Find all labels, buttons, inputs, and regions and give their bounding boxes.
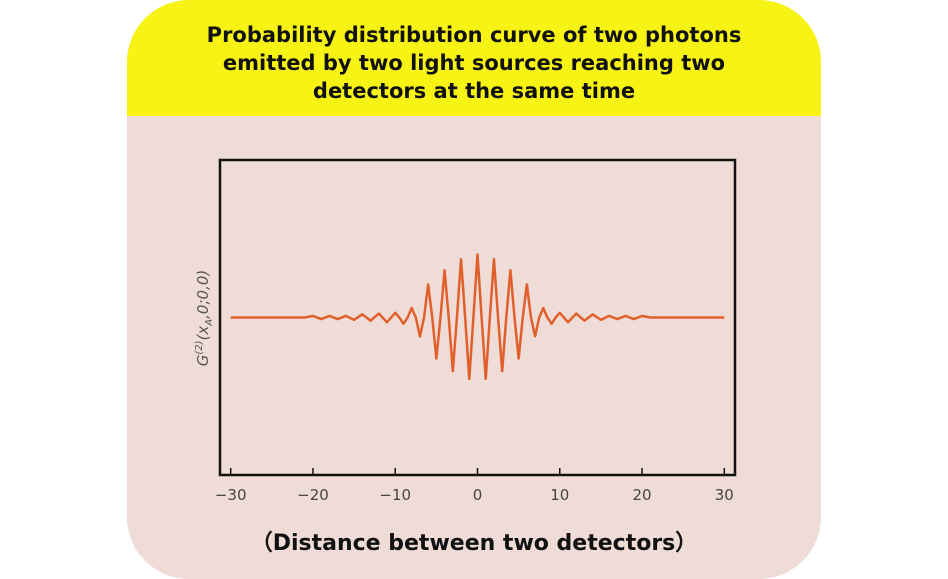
chart-title: Probability distribution curve of two ph… bbox=[207, 23, 742, 103]
x-tick-label: −30 bbox=[215, 486, 247, 504]
x-tick-label: 20 bbox=[632, 486, 651, 504]
y-label-part: (2) bbox=[194, 340, 205, 354]
y-label-part: A bbox=[204, 319, 215, 327]
x-tick-label: 0 bbox=[473, 486, 483, 504]
header-bg bbox=[127, 0, 821, 116]
panel bbox=[127, 0, 821, 579]
y-label-part: ,0;0,0) bbox=[194, 270, 212, 319]
x-tick-label: −10 bbox=[379, 486, 411, 504]
data-line bbox=[230, 253, 725, 381]
x-axis-label: （Distance between two detectors） bbox=[251, 531, 698, 556]
x-tick-label: −20 bbox=[297, 486, 329, 504]
x-tick-label: 10 bbox=[550, 486, 569, 504]
y-axis-label: G(2)(xA,0;0,0) bbox=[194, 270, 215, 366]
y-label-part: G bbox=[194, 355, 212, 367]
y-label-part: (x bbox=[194, 326, 212, 341]
x-tick-label: 30 bbox=[715, 486, 734, 504]
